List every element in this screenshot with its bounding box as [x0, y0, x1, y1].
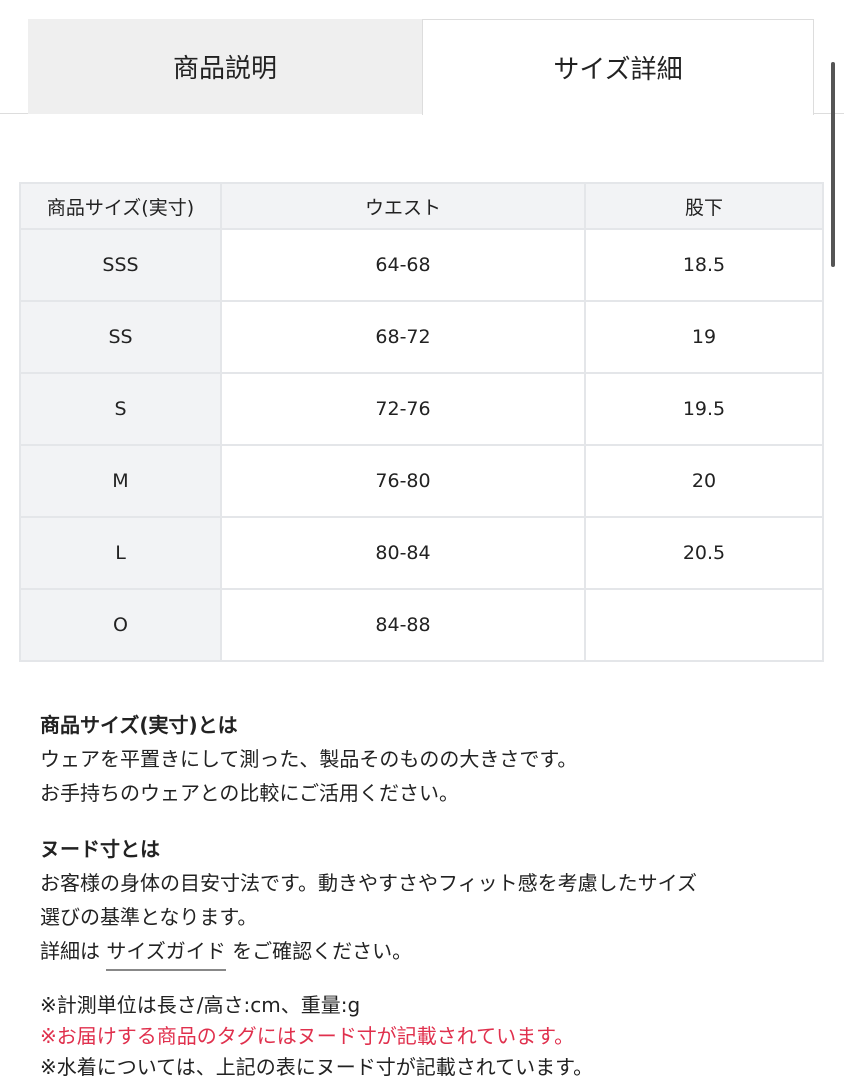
- cell-waist: 76-80: [220, 444, 586, 518]
- cell-size: L: [19, 516, 222, 590]
- header-waist: ウエスト: [220, 182, 586, 230]
- cell-size: SSS: [19, 228, 222, 302]
- tab-product-description[interactable]: 商品説明: [28, 19, 422, 114]
- table-row: O 84-88: [19, 588, 824, 662]
- cell-inseam: [584, 588, 824, 662]
- size-guide-link[interactable]: サイズガイド: [106, 939, 226, 971]
- nude-size-text: お客様の身体の目安寸法です。動きやすさやフィット感を考慮したサイズ: [40, 871, 697, 895]
- nude-size-text: 選びの基準となります。: [40, 905, 258, 929]
- cell-inseam: 20.5: [584, 516, 824, 590]
- size-table: 商品サイズ(実寸) ウエスト 股下 SSS 64-68 18.5 SS 68-72 19 S…: [19, 182, 824, 662]
- actual-size-text: お手持ちのウェアとの比較にご活用ください。: [40, 781, 459, 805]
- size-notes: 商品サイズ(実寸)とは ウェアを平置きにして測った、製品そのものの大きさです。 …: [40, 708, 697, 1083]
- swimwear-note: ※水着については、上記の表にヌード寸が記載されています。: [40, 1055, 594, 1079]
- nude-size-title: ヌード寸とは: [40, 837, 160, 861]
- actual-size-title: 商品サイズ(実寸)とは: [40, 713, 238, 737]
- cell-inseam: 18.5: [584, 228, 824, 302]
- detail-suffix: をご確認ください。: [225, 939, 413, 963]
- scrollbar[interactable]: [831, 62, 835, 267]
- cell-waist: 64-68: [220, 228, 586, 302]
- tag-note: ※お届けする商品のタグにはヌード寸が記載されています。: [40, 1024, 575, 1048]
- unit-note: ※計測単位は長さ/高さ:cm、重量:g: [40, 993, 361, 1017]
- header-inseam: 股下: [584, 182, 824, 230]
- cell-waist: 68-72: [220, 300, 586, 374]
- cell-size: M: [19, 444, 222, 518]
- detail-prefix: 詳細は: [40, 939, 107, 963]
- cell-waist: 72-76: [220, 372, 586, 446]
- table-row: SSS 64-68 18.5: [19, 228, 824, 302]
- cell-size: O: [19, 588, 222, 662]
- table-row: L 80-84 20.5: [19, 516, 824, 590]
- header-size: 商品サイズ(実寸): [19, 182, 222, 230]
- cell-size: S: [19, 372, 222, 446]
- table-row: S 72-76 19.5: [19, 372, 824, 446]
- table-row: SS 68-72 19: [19, 300, 824, 374]
- cell-inseam: 19.5: [584, 372, 824, 446]
- cell-size: SS: [19, 300, 222, 374]
- cell-inseam: 20: [584, 444, 824, 518]
- cell-waist: 80-84: [220, 516, 586, 590]
- cell-waist: 84-88: [220, 588, 586, 662]
- table-row: M 76-80 20: [19, 444, 824, 518]
- tab-size-details[interactable]: サイズ詳細: [422, 19, 814, 115]
- table-header-row: 商品サイズ(実寸) ウエスト 股下: [19, 182, 824, 230]
- actual-size-text: ウェアを平置きにして測った、製品そのものの大きさです。: [40, 747, 578, 771]
- cell-inseam: 19: [584, 300, 824, 374]
